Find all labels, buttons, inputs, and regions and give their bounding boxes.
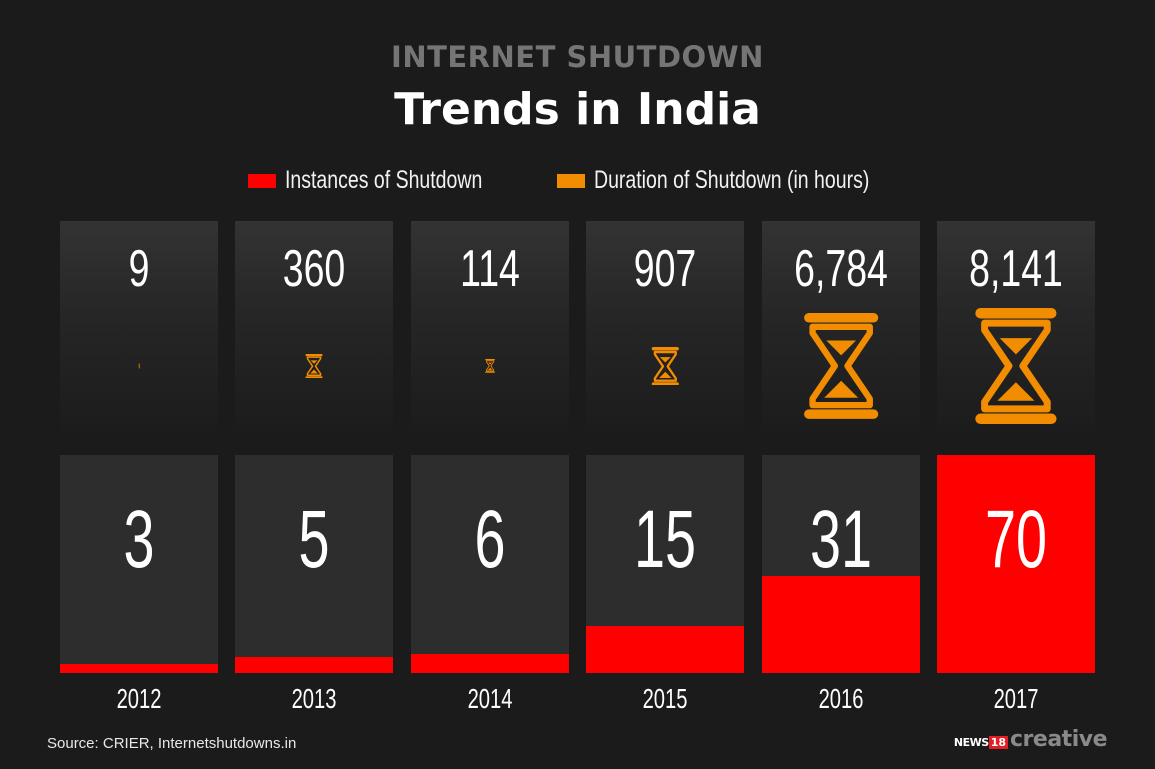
legend-label-instances: Instances of Shutdown — [284, 166, 482, 194]
instances-bar — [235, 657, 393, 673]
hourglass-icon — [803, 313, 879, 419]
duration-value-label: 360 — [282, 240, 346, 298]
instances-value-label: 15 — [633, 494, 697, 585]
duration-panel: 360 — [235, 221, 393, 431]
instances-panel: 31 — [762, 455, 920, 673]
brand-creative-text: creative — [1010, 727, 1107, 752]
brand-logo: NEWS 18 creative — [953, 727, 1108, 752]
year-tick-label: 2017 — [993, 683, 1039, 714]
instances-value-label: 3 — [123, 494, 155, 585]
instances-bar — [411, 654, 569, 673]
hourglass-icon — [975, 308, 1057, 424]
instances-bar — [762, 576, 920, 673]
duration-panel: 9 — [60, 221, 218, 431]
brand-18-text: 18 — [988, 736, 1009, 749]
instances-panel: 3 — [60, 455, 218, 673]
instances-panel: 5 — [235, 455, 393, 673]
hourglass-icon — [138, 363, 140, 369]
instances-bar — [586, 626, 744, 673]
instances-panel: 70 — [937, 455, 1095, 673]
source-credit: Source: CRIER, Internetshutdowns.in — [47, 735, 297, 752]
duration-value-label: 8,141 — [969, 240, 1063, 298]
year-tick-label: 2012 — [116, 683, 162, 714]
instances-value-label: 5 — [298, 494, 330, 585]
instances-value-label: 31 — [809, 494, 873, 585]
legend-swatch-duration — [557, 173, 586, 188]
instances-value-label: 6 — [474, 494, 506, 585]
duration-panel: 114 — [411, 221, 569, 431]
instances-value-label: 70 — [984, 494, 1048, 585]
brand-news-text: NEWS — [953, 736, 989, 749]
chart-title: Trends in India — [394, 84, 761, 135]
legend: Instances of Shutdown Duration of Shutdo… — [0, 166, 1155, 195]
instances-panel: 6 — [411, 455, 569, 673]
hourglass-icon — [485, 359, 495, 373]
duration-value-label: 114 — [460, 240, 520, 298]
legend-item-instances: Instances of Shutdown — [247, 166, 498, 195]
year-tick-label: 2016 — [818, 683, 864, 714]
year-tick-label: 2014 — [467, 683, 513, 714]
duration-panel: 907 — [586, 221, 744, 431]
year-tick-label: 2013 — [291, 683, 337, 714]
duration-value-label: 6,784 — [794, 240, 888, 298]
duration-value-label: 9 — [128, 240, 150, 298]
legend-label-duration: Duration of Shutdown (in hours) — [594, 166, 870, 194]
legend-swatch-instances — [247, 173, 276, 188]
hourglass-icon — [651, 346, 679, 386]
hourglass-icon — [305, 353, 323, 379]
instances-bar — [937, 455, 1095, 673]
duration-value-label: 907 — [633, 240, 697, 298]
instances-bar — [60, 663, 218, 673]
legend-item-duration: Duration of Shutdown (in hours) — [557, 166, 907, 195]
instances-panel: 15 — [586, 455, 744, 673]
chart-supertitle: INTERNET SHUTDOWN — [391, 40, 764, 74]
year-tick-label: 2015 — [642, 683, 688, 714]
